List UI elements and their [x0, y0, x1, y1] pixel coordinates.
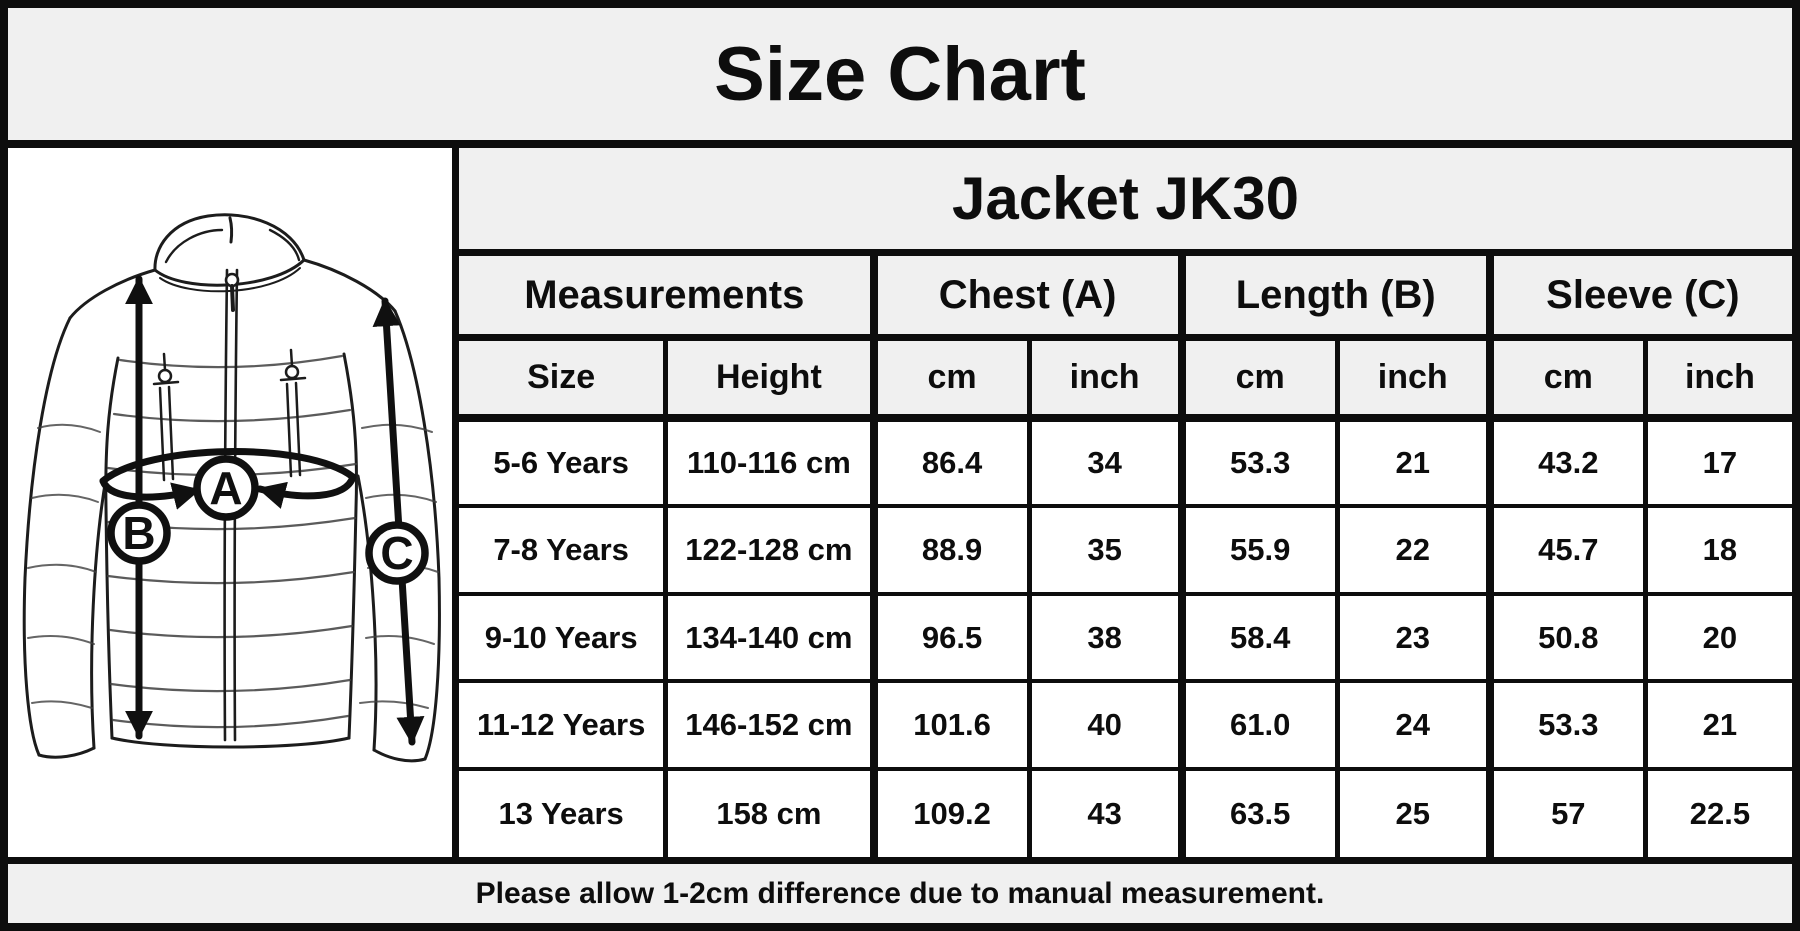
subheader-chest-inch: inch [1026, 335, 1185, 423]
footer-band: Please allow 1-2cm difference due to man… [8, 864, 1792, 923]
cell-sleeve-cm: 57 [1485, 767, 1648, 857]
jacket-sketch [22, 213, 441, 763]
subheader-size: Size [459, 335, 669, 423]
cell-length-cm: 53.3 [1177, 416, 1340, 508]
product-header-row: Jacket JK30 [459, 148, 1792, 257]
cell-sleeve-cm: 45.7 [1485, 503, 1648, 596]
group-header-chest: Chest (A) [869, 250, 1185, 342]
measure-badge-a [193, 455, 259, 521]
cell-chest-cm: 109.2 [869, 767, 1032, 857]
cell-sleeve-cm: 53.3 [1485, 679, 1648, 772]
measure-badge-b [107, 501, 171, 565]
cell-chest-inch: 43 [1026, 767, 1185, 857]
group-header-length: Length (B) [1177, 250, 1493, 342]
cell-height: 122-128 cm [663, 503, 877, 596]
cell-size: 7-8 Years [459, 503, 669, 596]
subheader-length-cm: cm [1177, 335, 1340, 423]
product-title: Jacket JK30 [459, 148, 1792, 257]
cell-length-cm: 61.0 [1177, 679, 1340, 772]
cell-height: 134-140 cm [663, 591, 877, 684]
measure-arrow-a [99, 448, 357, 510]
measure-label-a: A [209, 462, 242, 514]
cell-size: 11-12 Years [459, 679, 669, 772]
table-row: 13 Years 158 cm 109.2 43 63.5 25 57 22.5 [459, 767, 1792, 857]
table-row: 9-10 Years 134-140 cm 96.5 38 58.4 23 50… [459, 591, 1792, 684]
cell-length-inch: 24 [1334, 679, 1493, 772]
subheader-sleeve-inch: inch [1642, 335, 1792, 423]
footer-note: Please allow 1-2cm difference due to man… [475, 876, 1325, 910]
cell-sleeve-inch: 21 [1642, 679, 1792, 772]
size-table: Jacket JK30 Measurements Chest (A) Lengt… [459, 148, 1792, 857]
cell-height: 146-152 cm [663, 679, 877, 772]
cell-length-cm: 55.9 [1177, 503, 1340, 596]
title-band: Size Chart [8, 8, 1792, 140]
cell-chest-inch: 40 [1026, 679, 1185, 772]
cell-chest-inch: 35 [1026, 503, 1185, 596]
table-row: 11-12 Years 146-152 cm 101.6 40 61.0 24 … [459, 679, 1792, 772]
cell-length-inch: 25 [1334, 767, 1493, 857]
size-table-wrap: Jacket JK30 Measurements Chest (A) Lengt… [459, 148, 1792, 857]
jacket-panel: A B C [8, 148, 452, 857]
cell-chest-inch: 38 [1026, 591, 1185, 684]
cell-sleeve-inch: 22.5 [1642, 767, 1792, 857]
cell-length-inch: 22 [1334, 503, 1493, 596]
subheader-height: Height [663, 335, 877, 423]
cell-chest-cm: 101.6 [869, 679, 1032, 772]
group-header-sleeve: Sleeve (C) [1485, 250, 1792, 342]
cell-chest-cm: 86.4 [869, 416, 1032, 508]
jacket-diagram: A B C [22, 213, 441, 763]
measure-label-c: C [380, 527, 413, 579]
cell-sleeve-cm: 43.2 [1485, 416, 1648, 508]
cell-chest-cm: 88.9 [869, 503, 1032, 596]
page-title: Size Chart [714, 31, 1086, 117]
cell-size: 5-6 Years [459, 416, 669, 508]
group-header-measurements: Measurements [459, 250, 877, 342]
cell-length-cm: 63.5 [1177, 767, 1340, 857]
subheader-sleeve-cm: cm [1485, 335, 1648, 423]
cell-height: 158 cm [663, 767, 877, 857]
cell-sleeve-inch: 17 [1642, 416, 1792, 508]
cell-sleeve-inch: 18 [1642, 503, 1792, 596]
cell-length-inch: 23 [1334, 591, 1493, 684]
cell-chest-inch: 34 [1026, 416, 1185, 508]
content-area: A B C Jacket JK30 Measuremen [8, 148, 1792, 857]
cell-chest-cm: 96.5 [869, 591, 1032, 684]
subheader-chest-cm: cm [869, 335, 1032, 423]
cell-sleeve-inch: 20 [1642, 591, 1792, 684]
table-row: 7-8 Years 122-128 cm 88.9 35 55.9 22 45.… [459, 503, 1792, 596]
cell-length-cm: 58.4 [1177, 591, 1340, 684]
table-row: 5-6 Years 110-116 cm 86.4 34 53.3 21 43.… [459, 416, 1792, 508]
group-header-row: Measurements Chest (A) Length (B) Sleeve… [459, 250, 1792, 342]
cell-height: 110-116 cm [663, 416, 877, 508]
cell-size: 9-10 Years [459, 591, 669, 684]
subheader-length-inch: inch [1334, 335, 1493, 423]
cell-length-inch: 21 [1334, 416, 1493, 508]
cell-size: 13 Years [459, 767, 669, 857]
sub-header-row: Size Height cm inch cm inch cm inch [459, 335, 1792, 423]
measure-badge-c [365, 521, 429, 585]
measure-label-b: B [122, 507, 155, 559]
cell-sleeve-cm: 50.8 [1485, 591, 1648, 684]
